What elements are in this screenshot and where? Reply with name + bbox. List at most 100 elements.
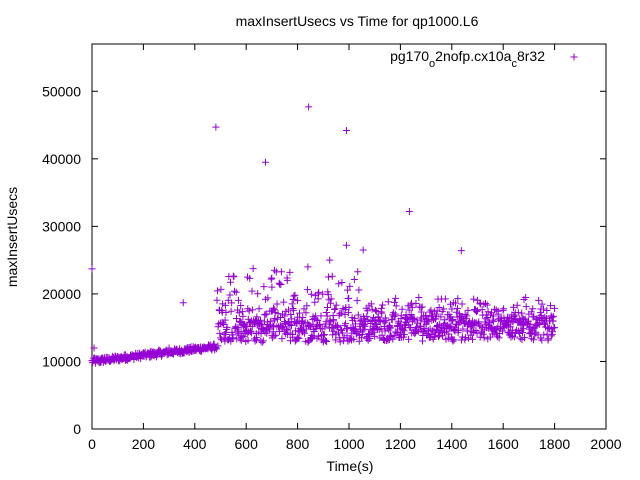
data-point — [249, 306, 257, 314]
data-point — [449, 337, 457, 345]
data-point — [412, 299, 420, 307]
data-point — [239, 312, 247, 320]
data-point — [270, 332, 278, 340]
data-point — [547, 302, 555, 310]
legend-label: pg170o2nofp.cx10ac8r32 — [390, 48, 545, 70]
data-point — [314, 316, 322, 324]
data-point — [448, 305, 456, 313]
data-point — [302, 309, 310, 317]
data-point — [288, 321, 296, 329]
data-point — [268, 283, 276, 291]
data-point — [311, 298, 319, 306]
data-point — [522, 293, 530, 301]
data-point — [227, 337, 235, 345]
data-point — [179, 299, 187, 307]
data-point — [247, 317, 255, 325]
data-point — [549, 328, 557, 336]
data-point — [526, 320, 534, 328]
data-point — [323, 304, 331, 312]
data-point — [379, 301, 387, 309]
data-point — [405, 208, 413, 216]
data-point — [360, 320, 368, 328]
x-tick-label: 200 — [132, 436, 156, 452]
data-point — [525, 310, 533, 318]
data-point — [337, 309, 345, 317]
data-point — [295, 334, 303, 342]
data-point — [450, 325, 458, 333]
data-point — [535, 296, 543, 304]
data-point — [303, 302, 311, 310]
data-points — [88, 103, 559, 367]
data-point — [449, 315, 457, 323]
data-point — [463, 312, 471, 320]
data-point — [364, 307, 372, 315]
data-point — [353, 297, 361, 305]
data-point — [399, 325, 407, 333]
data-point — [390, 332, 398, 340]
data-point — [232, 315, 240, 323]
data-point — [402, 314, 410, 322]
data-point — [540, 331, 548, 339]
data-point — [441, 316, 449, 324]
data-point — [307, 290, 315, 298]
data-point — [355, 337, 363, 345]
data-point — [372, 306, 380, 314]
data-point — [230, 287, 238, 295]
data-point — [288, 300, 296, 308]
data-point — [147, 347, 155, 355]
data-point — [264, 294, 272, 302]
data-point — [440, 305, 448, 313]
data-point — [106, 355, 114, 363]
data-point — [269, 304, 277, 312]
data-point — [464, 306, 472, 314]
data-point — [281, 312, 289, 320]
data-point — [236, 317, 244, 325]
x-tick-label: 1000 — [333, 436, 364, 452]
data-point — [530, 336, 538, 344]
x-tick-label: 1200 — [385, 436, 416, 452]
data-point — [327, 299, 335, 307]
data-point — [422, 311, 430, 319]
data-point — [232, 324, 240, 332]
data-point — [344, 309, 352, 317]
data-point — [246, 274, 254, 282]
data-point — [522, 303, 530, 311]
data-point — [551, 324, 559, 332]
y-axis-title: maxInsertUsecs — [4, 187, 20, 287]
data-point — [319, 330, 327, 338]
data-point — [258, 338, 266, 346]
data-point — [244, 315, 252, 323]
data-point — [228, 299, 236, 307]
data-point — [229, 272, 237, 280]
data-point — [337, 325, 345, 333]
data-point — [520, 320, 528, 328]
data-point — [350, 327, 358, 335]
data-point — [363, 312, 371, 320]
data-point — [477, 322, 485, 330]
data-point — [445, 323, 453, 331]
data-point — [272, 331, 280, 339]
data-point — [314, 290, 322, 298]
data-point — [218, 307, 226, 315]
data-point — [417, 303, 425, 311]
data-point — [544, 335, 552, 343]
data-point — [309, 334, 317, 342]
y-tick-label: 40000 — [42, 151, 81, 167]
data-point — [268, 274, 276, 282]
data-point — [458, 300, 466, 308]
data-point — [111, 352, 119, 360]
data-point — [267, 275, 275, 283]
data-point — [260, 283, 268, 291]
data-point — [371, 320, 379, 328]
data-point — [101, 353, 109, 361]
data-point — [226, 291, 234, 299]
data-point — [238, 308, 246, 316]
data-point — [290, 292, 298, 300]
data-point — [359, 327, 367, 335]
data-point — [547, 332, 555, 340]
data-point — [342, 126, 350, 134]
data-point — [456, 312, 464, 320]
x-tick-label: 1800 — [539, 436, 570, 452]
data-point — [538, 300, 546, 308]
data-point — [309, 320, 317, 328]
